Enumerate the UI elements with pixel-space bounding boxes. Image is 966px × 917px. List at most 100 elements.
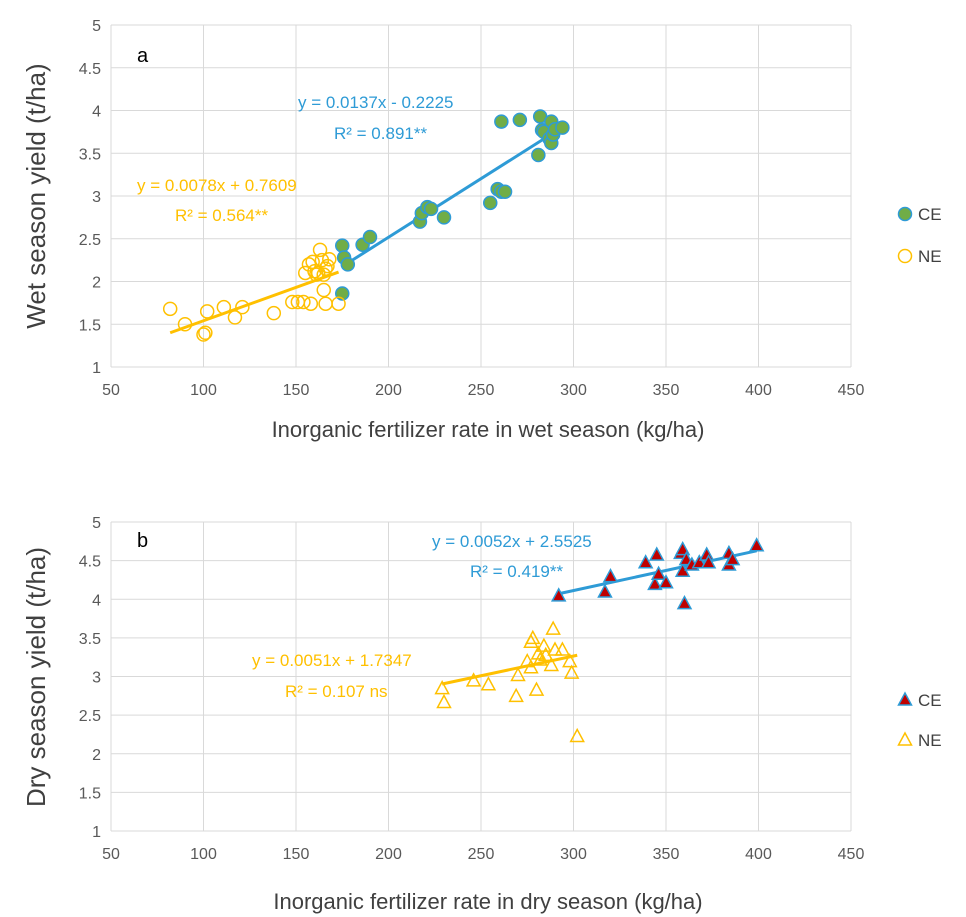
- y-tick-label: 2: [92, 275, 101, 292]
- r2-ce-b: R² = 0.419**: [470, 562, 563, 581]
- trendline-ne-b: [441, 653, 578, 686]
- trendlines-a: [169, 125, 564, 335]
- data-point-ne-a: [227, 310, 243, 325]
- data-point-ne-b: [569, 727, 585, 743]
- y-tick-label: 1.5: [79, 785, 101, 802]
- data-point-ce-b: [676, 595, 693, 610]
- data-point-ce-a: [335, 238, 350, 253]
- legend-b: CE NE: [897, 691, 942, 750]
- data-point-ce-a: [531, 147, 546, 163]
- data-point-ne-a: [177, 317, 193, 332]
- data-point-ne-a: [320, 258, 335, 274]
- data-point-ce-b: [602, 567, 619, 583]
- data-point-ne-b: [562, 652, 578, 668]
- data-point-ne-b: [563, 664, 580, 679]
- data-point-ne-a: [235, 299, 250, 315]
- data-point-ne-b: [528, 681, 545, 696]
- data-point-ne-a: [318, 261, 333, 276]
- data-point-ne-a: [162, 301, 178, 317]
- y-tick-label: 4: [92, 592, 101, 609]
- data-point-ne-b: [508, 687, 524, 703]
- data-point-ne-a: [312, 242, 328, 258]
- data-point-ne-a: [285, 294, 300, 310]
- data-point-ce-b: [700, 554, 717, 569]
- chart-panel-b: 50 100 150 200 250 300 350 400 450 1 1.5 2 2.5 3 3.5 4…: [21, 515, 942, 914]
- legend-marker-ce-a: [897, 206, 913, 222]
- y-tick-label: 2.5: [79, 708, 101, 725]
- y-tick-label: 3: [92, 670, 101, 687]
- x-tick-label: 150: [283, 846, 310, 863]
- data-point-ne-b: [543, 656, 560, 672]
- legend-marker-ce-b: [897, 691, 913, 706]
- legend-marker-ne-b: [897, 731, 913, 746]
- y-tick-label: 1: [92, 824, 101, 841]
- data-point-ce-b: [724, 551, 741, 566]
- y-tick-label: 3.5: [79, 631, 101, 648]
- x-tick-label: 200: [375, 846, 402, 863]
- trendline-ce-a: [341, 125, 564, 268]
- data-point-ne-b: [554, 641, 571, 656]
- data-point-ne-b: [545, 620, 561, 635]
- y-tick-label: 5: [92, 18, 101, 35]
- data-point-ne-b: [523, 659, 539, 674]
- data-point-ce-b: [691, 554, 708, 569]
- y-axis-title-a: Wet season yield (t/ha): [21, 63, 51, 328]
- data-point-ce-b: [748, 537, 765, 552]
- data-point-ce-b: [658, 574, 674, 589]
- panel-label-b: b: [137, 530, 148, 552]
- y-tick-label: 4: [92, 104, 101, 121]
- y-tick-labels-a: 1 1.5 2 2.5 3 3.5 4 4.5 5: [79, 18, 101, 377]
- data-point-ne-a: [331, 296, 346, 311]
- data-point-ne-a: [198, 325, 213, 341]
- data-points-b: [434, 537, 765, 743]
- equation-ce-a: y = 0.0137x - 0.2225: [298, 93, 453, 112]
- data-point-ce-a: [483, 195, 498, 211]
- x-tick-labels-a: 50 100 150 200 250 300 350 400 450: [102, 382, 864, 399]
- data-point-ce-a: [436, 210, 452, 225]
- data-point-ne-a: [199, 304, 215, 319]
- x-tick-label: 350: [653, 382, 680, 399]
- data-point-ne-b: [547, 641, 563, 656]
- data-point-ne-a: [316, 282, 331, 298]
- equation-ne-a: y = 0.0078x + 0.7609: [137, 176, 297, 195]
- data-point-ce-b: [648, 546, 665, 561]
- legend-a: CE NE: [897, 205, 942, 266]
- x-tick-label: 450: [838, 846, 865, 863]
- x-tick-label: 400: [745, 846, 772, 863]
- data-point-ne-a: [316, 267, 331, 282]
- x-tick-label: 450: [838, 382, 865, 399]
- x-tick-label: 400: [745, 382, 772, 399]
- x-tick-label: 100: [190, 846, 217, 863]
- trendline-ne-a: [169, 270, 340, 335]
- equation-ne-b: y = 0.0051x + 1.7347: [252, 651, 412, 670]
- y-tick-label: 5: [92, 515, 101, 532]
- data-point-ne-a: [318, 296, 333, 311]
- x-tick-label: 300: [560, 846, 587, 863]
- data-point-ne-b: [480, 676, 497, 691]
- y-tick-label: 2.5: [79, 232, 101, 249]
- x-tick-label: 200: [375, 382, 402, 399]
- data-point-ne-b: [532, 651, 548, 666]
- legend-label-ce-b: CE: [918, 691, 942, 710]
- x-tick-label: 300: [560, 382, 587, 399]
- x-tick-label: 50: [102, 846, 120, 863]
- data-point-ne-a: [310, 265, 326, 281]
- data-point-ne-a: [303, 296, 319, 311]
- x-tick-label: 250: [468, 382, 495, 399]
- x-tick-label: 100: [190, 382, 217, 399]
- equation-ce-b: y = 0.0052x + 2.5525: [432, 532, 592, 551]
- x-tick-label: 350: [653, 846, 680, 863]
- legend-label-ne-a: NE: [918, 247, 942, 266]
- r2-ne-b: R² = 0.107 ns: [285, 682, 388, 701]
- data-point-ce-a: [423, 201, 439, 217]
- x-axis-title-b: Inorganic fertilizer rate in dry season …: [273, 889, 702, 914]
- data-point-ne-b: [530, 645, 547, 660]
- data-point-ne-a: [322, 252, 337, 267]
- chart-panel-a: 50 100 150 200 250 300 350 400 450 1 1.5 2 2.5 3 3.5 4…: [21, 18, 942, 442]
- y-tick-label: 4.5: [79, 61, 101, 78]
- legend-marker-ne-a: [897, 248, 913, 264]
- y-tick-label: 1: [92, 360, 101, 377]
- data-point-ce-a: [512, 112, 528, 128]
- y-axis-title-b: Dry season yield (t/ha): [21, 547, 51, 807]
